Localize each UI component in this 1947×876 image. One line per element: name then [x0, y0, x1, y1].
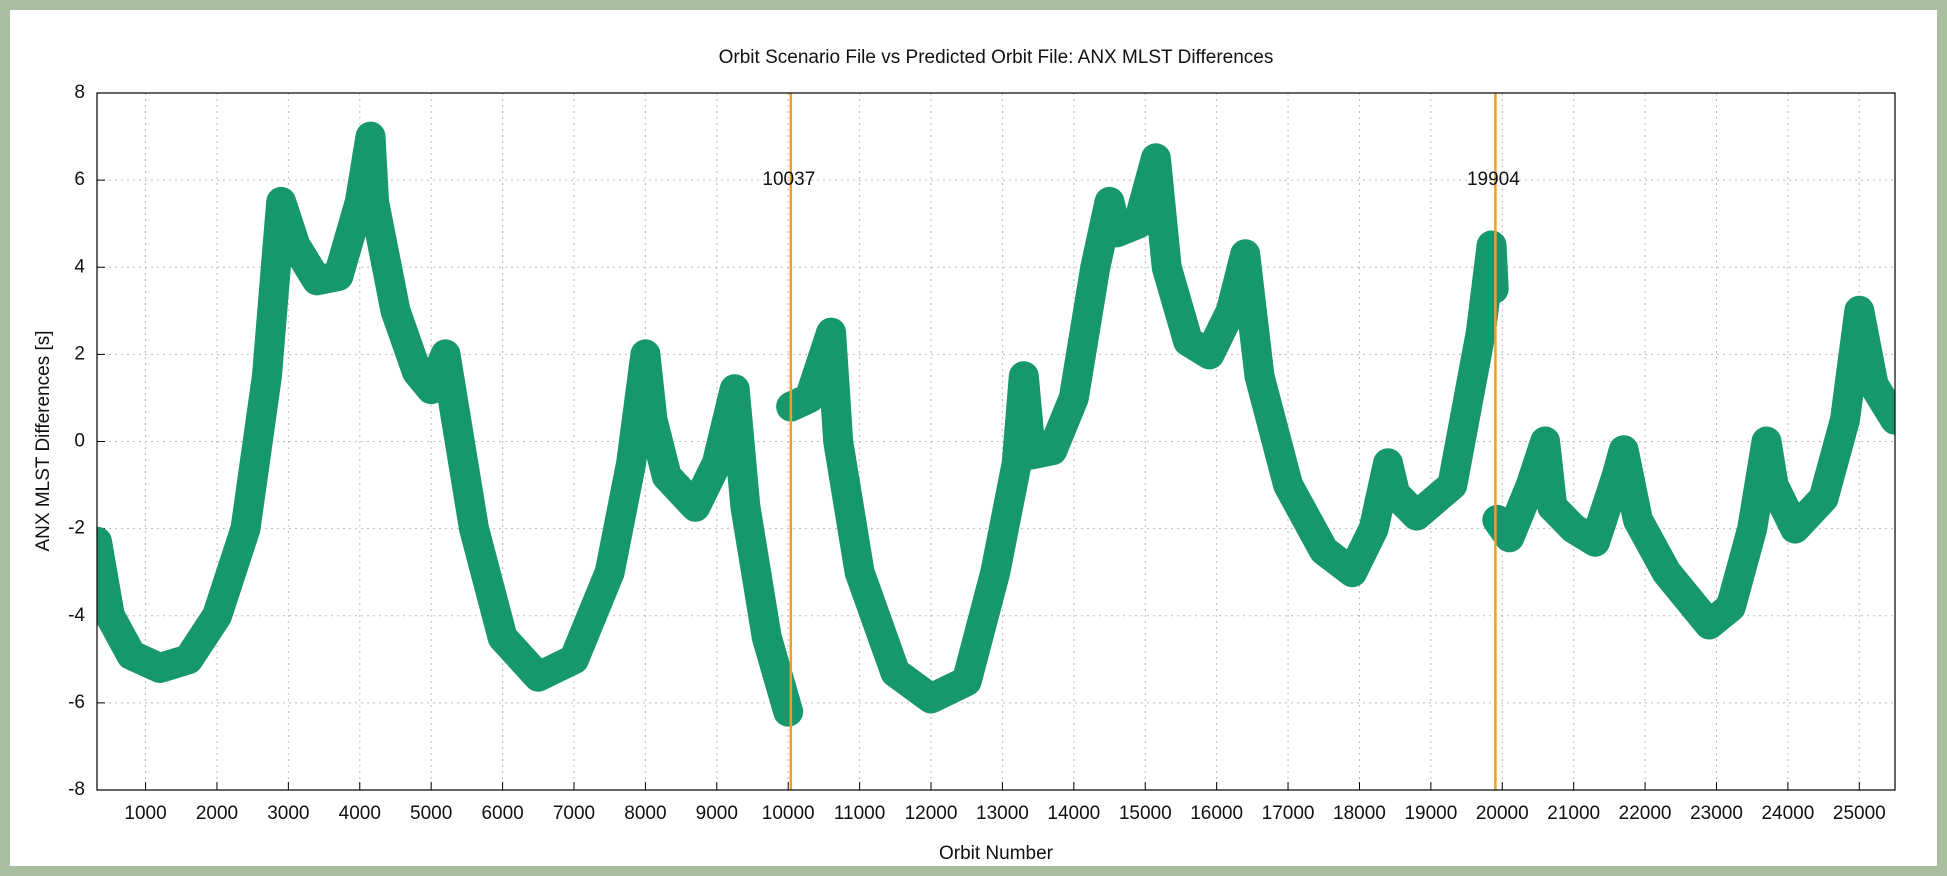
x-tick-label: 3000 [267, 803, 309, 824]
x-tick-label: 13000 [976, 803, 1029, 824]
y-tick-label: 0 [74, 431, 85, 452]
data-band [97, 121, 1895, 727]
x-axis-label: Orbit Number [939, 843, 1054, 864]
plot-border [96, 92, 1896, 791]
x-tick-label: 4000 [339, 803, 381, 824]
event-label: 10037 [762, 169, 815, 190]
x-tick-label: 20000 [1476, 803, 1529, 824]
y-tick-label: 8 [74, 82, 85, 103]
x-tick-label: 15000 [1119, 803, 1172, 824]
x-tick-label: 24000 [1761, 803, 1814, 824]
x-tick-label: 18000 [1333, 803, 1386, 824]
y-axis-label: ANX MLST Differences [s] [33, 330, 54, 551]
x-tick-label: 12000 [905, 803, 958, 824]
x-tick-label: 1000 [124, 803, 166, 824]
x-tick-label: 10000 [762, 803, 815, 824]
y-tick-label: -6 [68, 692, 85, 713]
x-tick-label: 8000 [624, 803, 666, 824]
x-tick-label: 21000 [1547, 803, 1600, 824]
chart-title: Orbit Scenario File vs Predicted Orbit F… [719, 47, 1274, 68]
x-tick-label: 19000 [1404, 803, 1457, 824]
x-tick-label: 17000 [1262, 803, 1315, 824]
x-tick-label: 11000 [834, 803, 885, 824]
x-tick-label: 25000 [1833, 803, 1886, 824]
x-tick-label: 2000 [196, 803, 238, 824]
x-tick-label: 23000 [1690, 803, 1743, 824]
x-tick-label: 5000 [410, 803, 452, 824]
x-tick-label: 22000 [1619, 803, 1672, 824]
y-tick-label: 6 [74, 169, 85, 190]
y-tick-label: 2 [74, 343, 85, 364]
y-tick-label: -4 [68, 605, 85, 626]
event-label: 19904 [1467, 169, 1520, 190]
x-tick-label: 16000 [1190, 803, 1243, 824]
x-tick-label: 7000 [553, 803, 595, 824]
y-tick-label: -8 [68, 779, 85, 800]
x-tick-label: 14000 [1047, 803, 1100, 824]
x-tick-label: 9000 [696, 803, 738, 824]
y-tick-label: 4 [74, 256, 85, 277]
x-tick-label: 6000 [481, 803, 523, 824]
y-tick-label: -2 [68, 518, 85, 539]
